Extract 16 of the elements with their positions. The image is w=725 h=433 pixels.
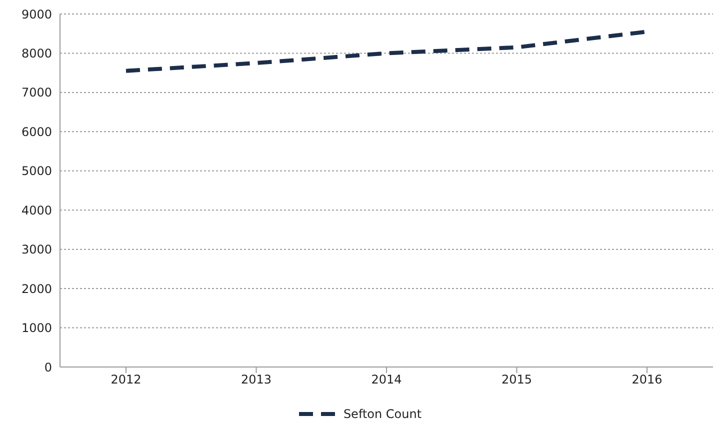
y-tick-label: 7000 bbox=[21, 86, 52, 100]
y-tick-label: 1000 bbox=[21, 321, 52, 336]
y-tick-label: 9000 bbox=[21, 7, 52, 22]
y-tick-label: 8000 bbox=[21, 46, 52, 60]
y-tick-label: 6000 bbox=[21, 124, 52, 139]
x-tick-label: 2016 bbox=[632, 372, 662, 387]
x-tick-label: 2012 bbox=[110, 372, 142, 387]
y-tick-label: 0 bbox=[44, 360, 52, 374]
x-tick-label: 2014 bbox=[371, 372, 402, 387]
x-tick-label: 2013 bbox=[240, 372, 272, 387]
y-tick-label: 2000 bbox=[21, 282, 52, 296]
y-tick-label: 3000 bbox=[21, 242, 52, 257]
x-tick-label: 2015 bbox=[501, 372, 532, 387]
y-tick-label: 5000 bbox=[21, 164, 52, 178]
y-tick-label: 4000 bbox=[21, 203, 52, 218]
legend-label: Sefton Count bbox=[343, 407, 422, 421]
